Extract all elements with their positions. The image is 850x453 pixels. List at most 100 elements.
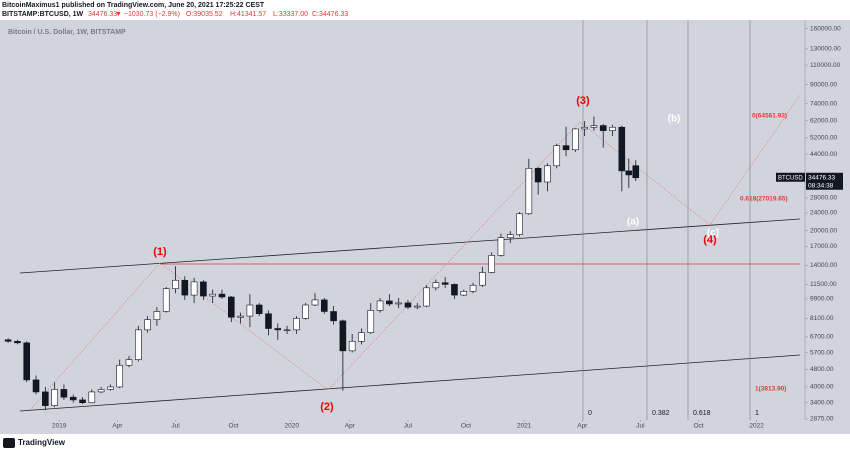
candle-body bbox=[599, 125, 607, 131]
drawings bbox=[19, 94, 801, 412]
x-tick-label: Jul bbox=[404, 423, 413, 430]
candle-body bbox=[451, 284, 458, 296]
x-tick-label: 2019 bbox=[52, 423, 67, 430]
candle-body bbox=[358, 332, 365, 342]
candle-body bbox=[293, 318, 300, 331]
candle-body bbox=[200, 281, 207, 297]
candle-body bbox=[79, 399, 86, 404]
y-tick-label: 110000.00 bbox=[810, 62, 841, 69]
candle-body bbox=[469, 284, 477, 292]
candle-body bbox=[506, 234, 514, 238]
y-tick-label: 130000.00 bbox=[810, 46, 841, 53]
candle-body bbox=[255, 304, 263, 315]
candle-body bbox=[4, 339, 12, 342]
y-tick-label: 5700.00 bbox=[810, 349, 834, 356]
candle-body bbox=[618, 126, 626, 172]
ohlc-close: C:34476.33 bbox=[312, 11, 348, 18]
price-label-symbol: BTCUSD bbox=[778, 175, 803, 181]
change: ▼ −1030.73 (−2.9%) bbox=[115, 11, 180, 18]
fib-time-label: 0.618 bbox=[693, 410, 711, 417]
candle-body bbox=[162, 288, 170, 312]
y-tick-label: 44000.00 bbox=[810, 151, 837, 158]
price-label-box bbox=[806, 172, 843, 190]
candle-body bbox=[23, 342, 31, 381]
lower-trendline bbox=[19, 354, 801, 412]
plot-bg bbox=[0, 20, 805, 420]
candle-body bbox=[395, 302, 402, 305]
candle-body bbox=[625, 170, 633, 176]
x-tick-label: Apr bbox=[577, 423, 588, 430]
x-tick-label: Oct bbox=[693, 423, 703, 430]
annotation: (a) bbox=[627, 217, 639, 228]
candle-body bbox=[42, 391, 49, 406]
y-tick-label: 4800.00 bbox=[810, 366, 834, 373]
candle-body bbox=[265, 313, 272, 329]
candle-body bbox=[88, 391, 96, 404]
candle-body bbox=[51, 389, 58, 406]
annotation: (2) bbox=[320, 401, 334, 413]
y-tick-label: 62000.00 bbox=[810, 117, 837, 124]
y-tick-label: 160000.00 bbox=[810, 25, 841, 32]
y-tick-label: 2875.00 bbox=[810, 416, 834, 423]
candle-body bbox=[525, 168, 533, 215]
y-tick-label: 8100.00 bbox=[810, 315, 834, 322]
candle-body bbox=[609, 126, 616, 131]
last: 34476.33 bbox=[88, 11, 117, 18]
x-tick-label: Oct bbox=[461, 423, 471, 430]
x-tick-label: Jul bbox=[636, 423, 645, 430]
candle-body bbox=[60, 389, 68, 398]
upper-trendline bbox=[19, 218, 801, 274]
y-tick-label: 20000.00 bbox=[810, 227, 837, 234]
candle-body bbox=[553, 145, 561, 167]
y-tick-label: 52000.00 bbox=[810, 135, 837, 142]
candle-body bbox=[432, 282, 440, 289]
y-tick-label: 6700.00 bbox=[810, 334, 834, 341]
candle-body bbox=[246, 304, 254, 317]
logo-icon bbox=[3, 438, 15, 448]
candle-body bbox=[497, 237, 505, 256]
candle-body bbox=[516, 213, 523, 235]
y-tick-label: 11500.00 bbox=[810, 281, 837, 288]
fib-time-label: 1 bbox=[755, 410, 759, 417]
y-tick-label: 3400.00 bbox=[810, 399, 834, 406]
candle-body bbox=[404, 302, 412, 308]
x-tick-label: Apr bbox=[112, 423, 123, 430]
candle-body bbox=[14, 341, 21, 344]
annotation: 1(3813.90) bbox=[755, 386, 786, 393]
candle-body bbox=[302, 304, 309, 319]
y-tick-label: 9900.00 bbox=[810, 296, 834, 303]
y-tick-label: 14000.00 bbox=[810, 262, 837, 269]
x-tick-label: 2022 bbox=[749, 423, 764, 430]
price-label-countdown: 08:34:38 bbox=[808, 182, 834, 189]
candle-body bbox=[190, 281, 198, 296]
candle-body bbox=[209, 293, 216, 297]
candle-body bbox=[218, 293, 226, 298]
candle-body bbox=[544, 165, 551, 183]
y-tick-label: 24000.00 bbox=[810, 210, 837, 217]
candle-body bbox=[562, 145, 570, 151]
annotation: 0(64561.93) bbox=[752, 113, 787, 120]
candle-body bbox=[488, 255, 495, 273]
candle-body bbox=[320, 299, 328, 312]
candle-body bbox=[125, 359, 133, 366]
candle-body bbox=[227, 296, 235, 318]
candle-body bbox=[423, 287, 430, 307]
annotation: (4) bbox=[703, 234, 717, 246]
brand: TradingView bbox=[18, 438, 66, 447]
candle-body bbox=[283, 329, 291, 331]
annotation: (3) bbox=[576, 95, 590, 107]
time-axis-bg bbox=[0, 420, 850, 434]
candle-body bbox=[572, 128, 579, 151]
x-tick-label: Oct bbox=[229, 423, 239, 430]
candle-body bbox=[144, 319, 151, 331]
candle-body bbox=[376, 300, 384, 311]
candle-body bbox=[153, 311, 161, 320]
candle-body bbox=[460, 291, 468, 296]
candle-body bbox=[367, 310, 375, 333]
candle-body bbox=[237, 315, 244, 318]
candle-body bbox=[413, 305, 421, 308]
candle-body bbox=[348, 341, 356, 352]
candle-body bbox=[97, 389, 105, 393]
x-tick-label: Apr bbox=[345, 423, 356, 430]
